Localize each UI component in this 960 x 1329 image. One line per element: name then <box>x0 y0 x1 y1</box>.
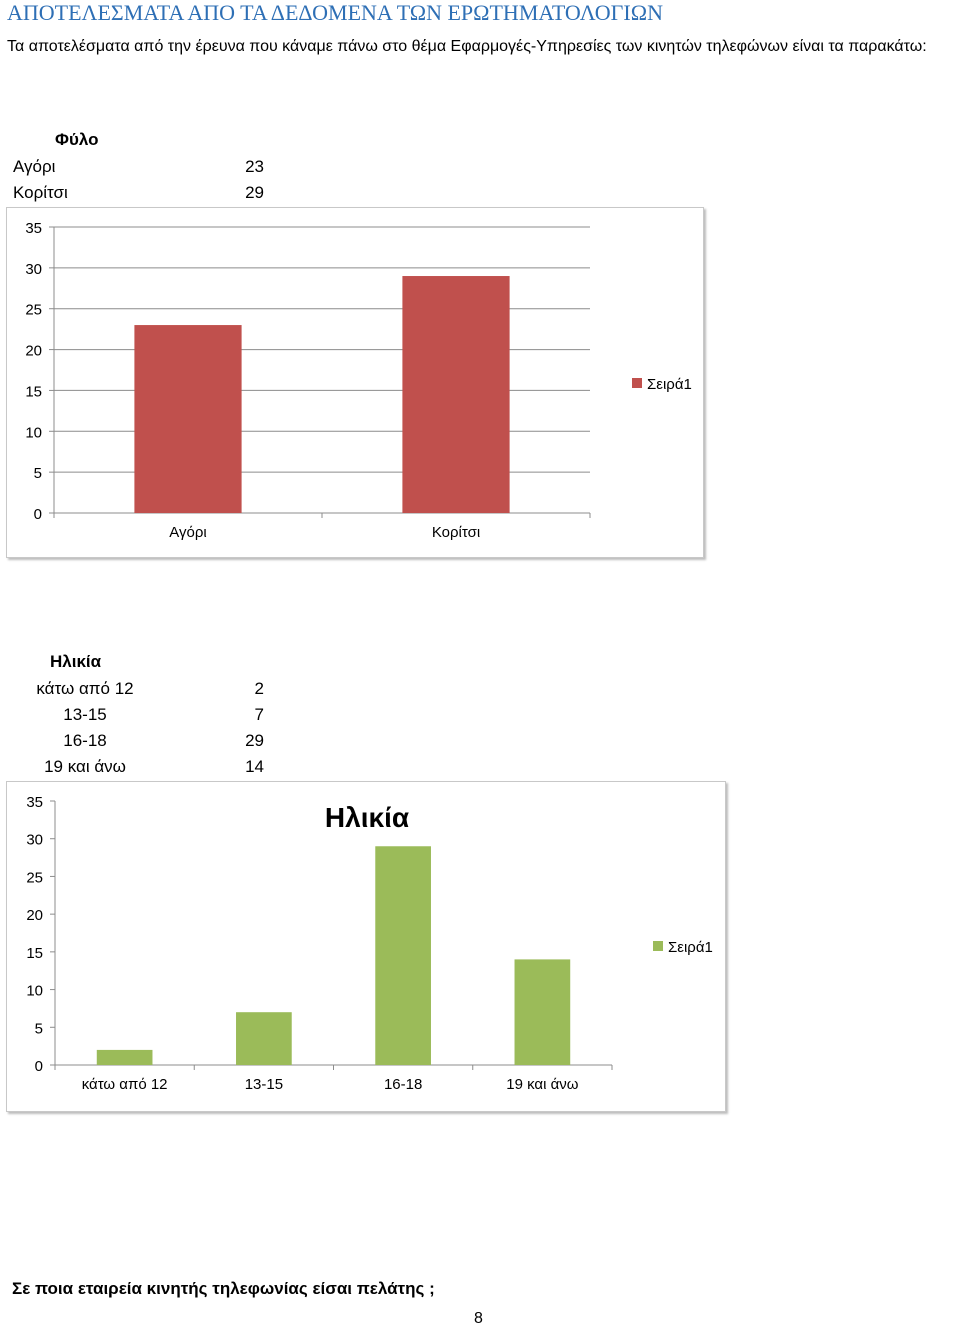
x-category-label: 13-15 <box>245 1076 283 1093</box>
y-tick-label: 25 <box>26 869 43 886</box>
gender-table-header: Φύλο <box>55 130 99 149</box>
legend-swatch <box>653 941 663 951</box>
y-tick-label: 30 <box>26 832 43 849</box>
y-tick-label: 15 <box>26 945 43 962</box>
y-tick-label: 20 <box>26 907 43 924</box>
gender-row-label: Κορίτσι <box>13 183 68 202</box>
y-tick-label: 25 <box>25 302 42 319</box>
legend-swatch <box>632 378 642 388</box>
age-row-value: 14 <box>245 757 264 776</box>
age-chart-svg: 0 5 10 15 20 25 30 35 κάτω από 12 13-15 16-18 19 κα… <box>26 794 713 1093</box>
bar <box>96 1049 153 1065</box>
x-category-label: Κορίτσι <box>432 524 480 541</box>
age-row-label: κάτω από 12 <box>36 679 134 698</box>
x-category-label: 19 και άνω <box>506 1076 579 1093</box>
y-tick-label: 35 <box>25 220 42 237</box>
x-category-label: κάτω από 12 <box>82 1076 168 1093</box>
age-row-label: 19 και άνω <box>44 757 126 776</box>
x-category-label: Αγόρι <box>169 524 206 541</box>
y-tick-label: 35 <box>26 794 43 811</box>
gender-row-label: Αγόρι <box>13 157 56 176</box>
chart-title: Ηλικία <box>325 802 409 833</box>
gender-row-value: 29 <box>245 183 264 202</box>
bar <box>236 1012 292 1065</box>
gender-chart-svg: 0 5 10 15 20 25 30 35 Αγόρι Κορίτσι Σειρά1 <box>25 220 692 541</box>
age-row-label: 16-18 <box>63 731 107 750</box>
intro-paragraph: Τα αποτελέσματα από την έρευνα που κάναμ… <box>7 38 927 55</box>
y-tick-label: 5 <box>34 465 42 482</box>
age-table-header: Ηλικία <box>50 652 102 671</box>
section-question: Σε ποια εταιρεία κινητής τηλεφωνίας είσα… <box>12 1279 435 1298</box>
age-row-value: 7 <box>254 705 264 724</box>
x-category-label: 16-18 <box>384 1076 422 1093</box>
bar <box>402 276 510 513</box>
age-row-value: 29 <box>245 731 264 750</box>
bar <box>375 846 431 1065</box>
y-tick-label: 15 <box>25 383 42 400</box>
legend-label: Σειρά1 <box>668 939 713 956</box>
y-tick-label: 20 <box>25 343 42 360</box>
page-number: 8 <box>474 1310 483 1327</box>
y-tick-label: 10 <box>25 424 42 441</box>
y-tick-label: 0 <box>34 506 42 523</box>
age-row-label: 13-15 <box>63 705 107 724</box>
age-row-value: 2 <box>254 679 264 698</box>
y-tick-label: 5 <box>35 1020 43 1037</box>
y-tick-label: 0 <box>35 1058 43 1075</box>
age-chart: 0 5 10 15 20 25 30 35 κάτω από 12 13-15 16-18 19 κα… <box>6 781 726 1112</box>
gender-chart: 0 5 10 15 20 25 30 35 Αγόρι Κορίτσι Σειρά1 <box>6 207 704 558</box>
y-tick-label: 30 <box>25 261 42 278</box>
bar <box>514 959 571 1065</box>
y-tick-label: 10 <box>26 983 43 1000</box>
page-heading: ΑΠΟΤΕΛΕΣΜΑΤΑ ΑΠΟ ΤΑ ΔΕΔΟΜΕΝΑ ΤΩΝ ΕΡΩΤΗΜΑ… <box>7 0 663 25</box>
gender-row-value: 23 <box>245 157 264 176</box>
legend-label: Σειρά1 <box>647 376 692 393</box>
bar <box>134 325 242 513</box>
